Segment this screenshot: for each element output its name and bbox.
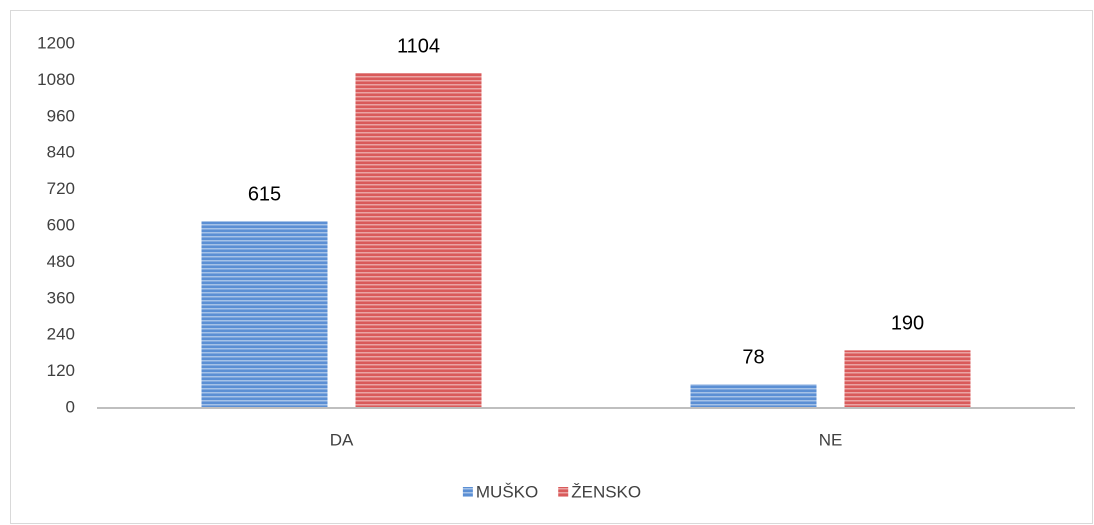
bar — [201, 221, 328, 408]
data-label: 190 — [891, 313, 924, 335]
y-tick-label: 600 — [47, 215, 75, 234]
y-tick-label: 480 — [47, 252, 75, 271]
y-tick-label: 360 — [47, 288, 75, 307]
bar — [844, 350, 971, 408]
legend-label: MUŠKO — [476, 482, 538, 501]
chart-frame — [10, 10, 1093, 524]
y-tick-label: 120 — [47, 361, 75, 380]
y-tick-label: 1200 — [37, 33, 75, 52]
y-tick-label: 720 — [47, 179, 75, 198]
y-tick-label: 960 — [47, 106, 75, 125]
bar — [690, 384, 817, 408]
bar — [355, 73, 482, 409]
data-label: 78 — [742, 347, 764, 369]
legend-swatch — [558, 487, 569, 497]
x-tick-label: DA — [330, 430, 354, 449]
y-tick-label: 1080 — [37, 70, 75, 89]
y-tick-label: 0 — [66, 397, 75, 416]
data-label: 1104 — [397, 35, 440, 57]
data-label: 615 — [248, 184, 281, 206]
y-tick-label: 840 — [47, 143, 75, 162]
legend-label: ŽENSKO — [571, 482, 641, 501]
legend-swatch — [462, 487, 473, 497]
x-tick-label: NE — [819, 430, 843, 449]
y-tick-label: 240 — [47, 325, 75, 344]
legend: MUŠKO ŽENSKO — [462, 482, 641, 501]
